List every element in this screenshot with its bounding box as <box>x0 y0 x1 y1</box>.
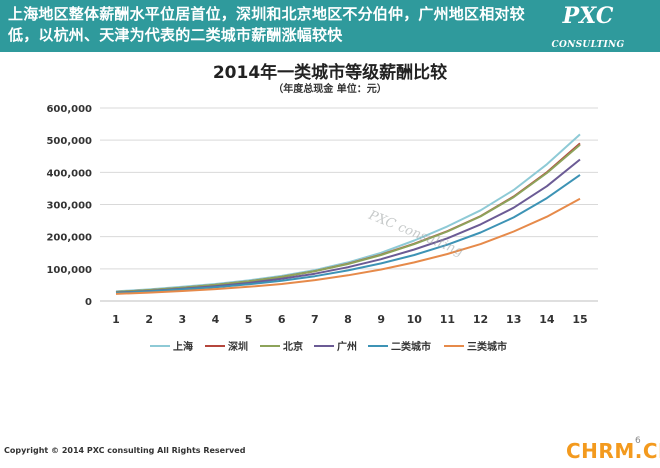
logo-cn: 众达朴信 <box>557 57 618 71</box>
headline: 上海地区整体薪酬水平位居首位，深圳和北京地区不分伯仲，广州地区相对较低，以杭州、… <box>8 5 525 44</box>
y-tick-label: 200,000 <box>46 233 92 244</box>
x-tick-label: 9 <box>377 313 385 326</box>
x-tick-label: 14 <box>539 313 555 326</box>
x-tick-label: 15 <box>572 313 587 326</box>
chart-title: 2014年一类城市等级薪酬比较 <box>212 63 448 83</box>
series-line <box>115 174 581 294</box>
x-tick-label: 3 <box>178 313 186 326</box>
series-line <box>115 158 581 294</box>
x-tick-label: 8 <box>344 313 352 326</box>
y-tick-label: 600,000 <box>46 104 92 115</box>
legend-label: 三类城市 <box>467 340 507 353</box>
x-tick-label: 5 <box>245 313 253 326</box>
x-tick-label: 10 <box>407 313 423 326</box>
chrm-brand: CHRM.CN <box>566 439 660 463</box>
page-number: 6 <box>635 436 641 446</box>
x-tick-label: 12 <box>473 313 488 326</box>
y-tick-label: 300,000 <box>46 201 92 212</box>
copyright: Copyright © 2014 PXC consulting All Righ… <box>4 446 246 455</box>
y-tick-label: 100,000 <box>46 265 92 276</box>
y-tick-label: 400,000 <box>46 168 92 179</box>
legend-label: 深圳 <box>228 340 248 353</box>
legend-label: 北京 <box>283 340 303 353</box>
y-tick-label: 500,000 <box>46 136 92 147</box>
legend-label: 上海 <box>173 340 193 353</box>
x-tick-label: 4 <box>212 313 220 326</box>
y-tick-label: 0 <box>85 297 92 308</box>
x-tick-label: 2 <box>145 313 153 326</box>
x-tick-label: 1 <box>112 313 120 326</box>
x-tick-label: 7 <box>311 313 319 326</box>
logo-main: PXC <box>562 3 614 29</box>
legend-label: 二类城市 <box>391 340 431 353</box>
pxc-logo: PXC CONSULTING 众达朴信 <box>524 4 652 71</box>
x-tick-label: 11 <box>440 313 455 326</box>
series-line <box>115 197 581 295</box>
x-tick-label: 6 <box>278 313 286 326</box>
legend-label: 广州 <box>337 340 357 353</box>
x-tick-label: 13 <box>506 313 521 326</box>
header-banner: 上海地区整体薪酬水平位居首位，深圳和北京地区不分伯仲，广州地区相对较低，以杭州、… <box>0 0 660 71</box>
logo-sub: CONSULTING <box>551 40 625 50</box>
series-line <box>115 143 581 293</box>
chart-subtitle: （年度总现金 单位：元） <box>273 84 387 95</box>
